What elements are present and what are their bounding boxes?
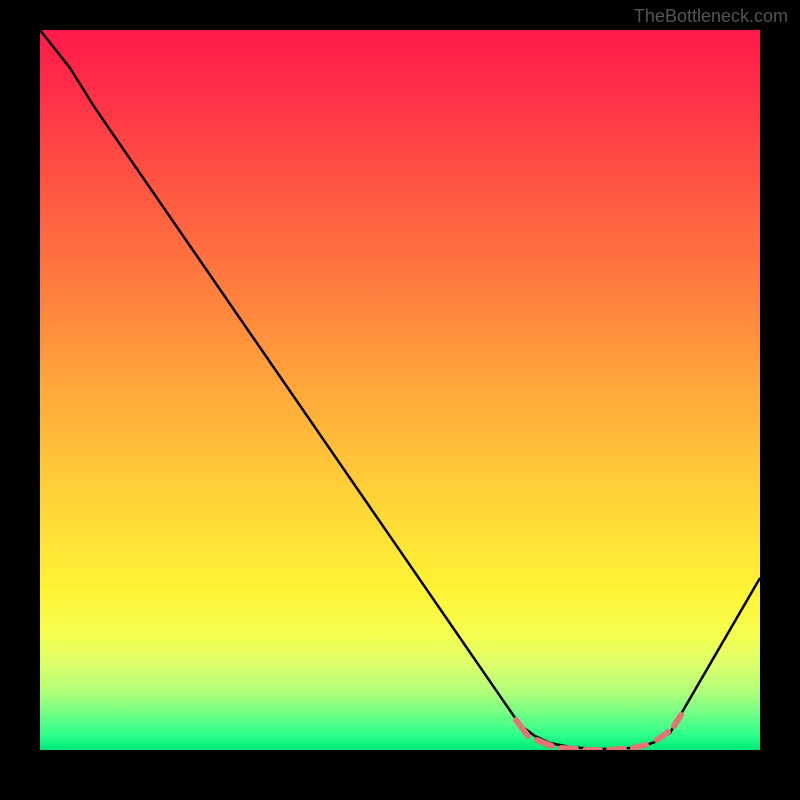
marker-segment <box>633 745 646 748</box>
watermark-text: TheBottleneck.com <box>634 6 788 27</box>
marker-group <box>516 715 681 750</box>
plot-area <box>40 30 760 750</box>
marker-segment <box>657 732 668 740</box>
marker-segment <box>609 749 624 750</box>
bottleneck-curve <box>40 30 760 749</box>
curve-layer <box>40 30 760 750</box>
marker-segment <box>674 715 681 726</box>
marker-segment <box>561 748 576 749</box>
marker-segment <box>537 740 552 746</box>
